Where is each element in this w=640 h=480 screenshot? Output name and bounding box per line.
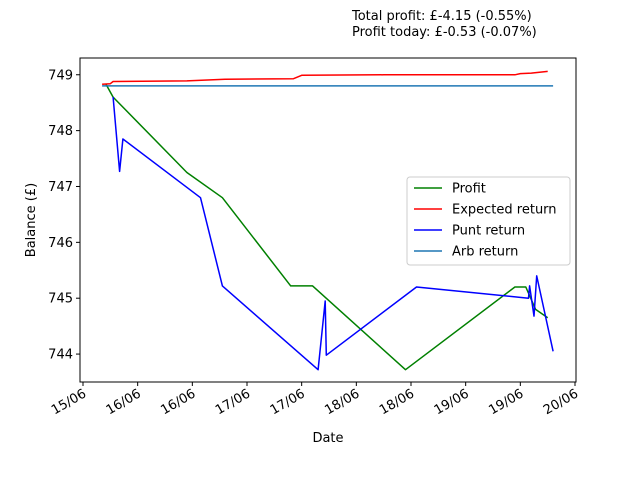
series-line-1 [102,70,548,86]
summary: Total profit: £-4.15 (-0.55%) Profit tod… [352,9,537,41]
x-tick-label: 16/06 [104,386,144,418]
y-tick-label: 746 [48,236,73,251]
legend: Profit Expected return Punt return Arb retu… [406,176,571,266]
x-tick-label: 17/06 [213,386,253,418]
y-tick-label: 747 [48,180,73,195]
series-lines [102,70,554,371]
y-tick-label: 748 [48,124,73,139]
legend-label: Punt return [452,224,525,239]
y-tick-label: 749 [48,68,73,83]
x-tick-label: 20/06 [541,386,581,418]
x-tick-label: 17/06 [268,386,308,418]
x-tick-label: 15/06 [49,386,89,418]
x-tick-label: 16/06 [158,386,198,418]
total-profit-text: Total profit: £-4.15 (-0.55%) [352,9,532,24]
legend-box [406,176,571,266]
x-axis-label: Date [312,431,343,446]
y-tick-label: 744 [48,348,73,363]
series-line-2 [112,97,554,371]
legend-label: Expected return [452,203,557,218]
x-tick-label: 19/06 [486,386,526,418]
y-axis-label: Balance (£) [24,183,39,257]
y-tick-label: 745 [48,292,73,307]
profit-today-text: Profit today: £-0.53 (-0.07%) [352,25,537,40]
x-tick-label: 18/06 [377,386,417,418]
x-tick-label: 19/06 [432,386,472,418]
y-axis: 744 745 746 747 748 749 [48,68,80,363]
x-tick-label: 18/06 [322,386,362,418]
plot-frame [79,57,577,383]
x-axis: 15/06 16/06 16/06 17/06 17/06 18/06 18/06 19/06… [49,382,581,418]
legend-label: Profit [452,182,486,197]
legend-label: Arb return [452,245,518,260]
